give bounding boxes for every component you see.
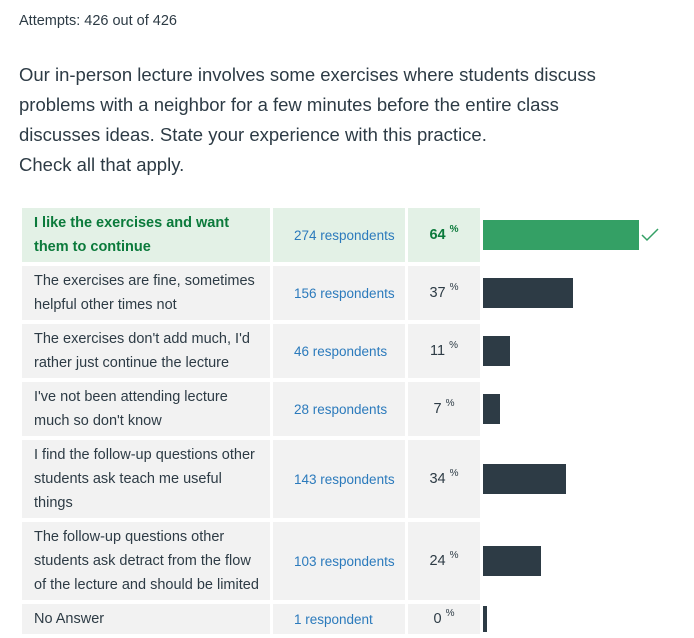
bar-cell bbox=[483, 440, 643, 518]
percent-sign: % bbox=[449, 223, 459, 235]
answer-row: The follow-up questions other students a… bbox=[22, 522, 682, 600]
bar-cell bbox=[483, 604, 643, 634]
answer-text: The exercises don't add much, I'd rather… bbox=[22, 324, 270, 378]
bar-cell bbox=[483, 208, 659, 262]
percent-cell: 37% bbox=[408, 266, 480, 320]
answer-text: I've not been attending lecture much so … bbox=[22, 382, 270, 436]
respondents-link-cell: 28 respondents bbox=[273, 382, 405, 436]
respondents-link[interactable]: 1 respondent bbox=[294, 611, 373, 627]
answer-row: The exercises are fine, sometimes helpfu… bbox=[22, 266, 682, 320]
percent-sign: % bbox=[445, 397, 455, 409]
respondents-link-cell: 143 respondents bbox=[273, 440, 405, 518]
percent-value: 37 bbox=[429, 285, 446, 301]
answer-row: The exercises don't add much, I'd rather… bbox=[22, 324, 682, 378]
answer-text: The exercises are fine, sometimes helpfu… bbox=[22, 266, 270, 320]
percent-bar bbox=[483, 220, 639, 250]
percent-value: 24 bbox=[429, 553, 446, 569]
percent-sign: % bbox=[449, 467, 459, 479]
percent-value: 64 bbox=[429, 227, 446, 243]
percent-value: 34 bbox=[429, 471, 446, 487]
respondents-link-cell: 103 respondents bbox=[273, 522, 405, 600]
answer-row: I find the follow-up questions other stu… bbox=[22, 440, 682, 518]
percent-cell: 64% bbox=[408, 208, 480, 262]
bar-cell bbox=[483, 522, 643, 600]
respondents-link[interactable]: 46 respondents bbox=[294, 343, 388, 359]
answer-text: I find the follow-up questions other stu… bbox=[22, 440, 270, 518]
question-line: problems with a neighbor for a few minut… bbox=[19, 94, 559, 115]
respondents-link-cell: 156 respondents bbox=[273, 266, 405, 320]
correct-check-icon bbox=[641, 228, 659, 242]
percent-bar bbox=[483, 394, 500, 424]
question-line: discusses ideas. State your experience w… bbox=[19, 124, 487, 145]
answer-row: I've not been attending lecture much so … bbox=[22, 382, 682, 436]
answer-text: I like the exercises and want them to co… bbox=[22, 208, 270, 262]
percent-cell: 24% bbox=[408, 522, 480, 600]
percent-cell: 7% bbox=[408, 382, 480, 436]
respondents-link[interactable]: 103 respondents bbox=[294, 553, 395, 569]
answer-row: I like the exercises and want them to co… bbox=[22, 208, 682, 262]
respondents-link[interactable]: 143 respondents bbox=[294, 471, 395, 487]
percent-sign: % bbox=[449, 339, 458, 351]
respondents-link[interactable]: 28 respondents bbox=[294, 401, 388, 417]
percent-sign: % bbox=[445, 607, 455, 619]
respondents-link-cell: 1 respondent bbox=[273, 604, 405, 634]
percent-value: 0 bbox=[433, 611, 442, 627]
percent-value: 7 bbox=[433, 401, 442, 417]
percent-bar bbox=[483, 606, 487, 632]
bar-cell bbox=[483, 266, 643, 320]
answer-results-list: I like the exercises and want them to co… bbox=[22, 208, 682, 638]
question-line: Our in-person lecture involves some exer… bbox=[19, 64, 596, 85]
percent-sign: % bbox=[449, 281, 459, 293]
percent-bar bbox=[483, 278, 573, 308]
answer-row: No Answer 1 respondent 0% bbox=[22, 604, 682, 634]
respondents-link-cell: 46 respondents bbox=[273, 324, 405, 378]
answer-text: No Answer bbox=[22, 604, 270, 634]
percent-cell: 34% bbox=[408, 440, 480, 518]
percent-bar bbox=[483, 336, 510, 366]
percent-cell: 11% bbox=[408, 324, 480, 378]
percent-bar bbox=[483, 464, 566, 494]
percent-value: 11 bbox=[430, 343, 446, 359]
percent-cell: 0% bbox=[408, 604, 480, 634]
answer-text: The follow-up questions other students a… bbox=[22, 522, 270, 600]
percent-sign: % bbox=[449, 549, 459, 561]
attempts-count: Attempts: 426 out of 426 bbox=[19, 13, 177, 29]
percent-bar bbox=[483, 546, 541, 576]
respondents-link-cell: 274 respondents bbox=[273, 208, 405, 262]
bar-cell bbox=[483, 382, 643, 436]
respondents-link[interactable]: 274 respondents bbox=[294, 227, 395, 243]
bar-cell bbox=[483, 324, 643, 378]
question-instruction: Check all that apply. bbox=[19, 154, 185, 175]
respondents-link[interactable]: 156 respondents bbox=[294, 285, 395, 301]
question-text: Our in-person lecture involves some exer… bbox=[19, 60, 659, 180]
